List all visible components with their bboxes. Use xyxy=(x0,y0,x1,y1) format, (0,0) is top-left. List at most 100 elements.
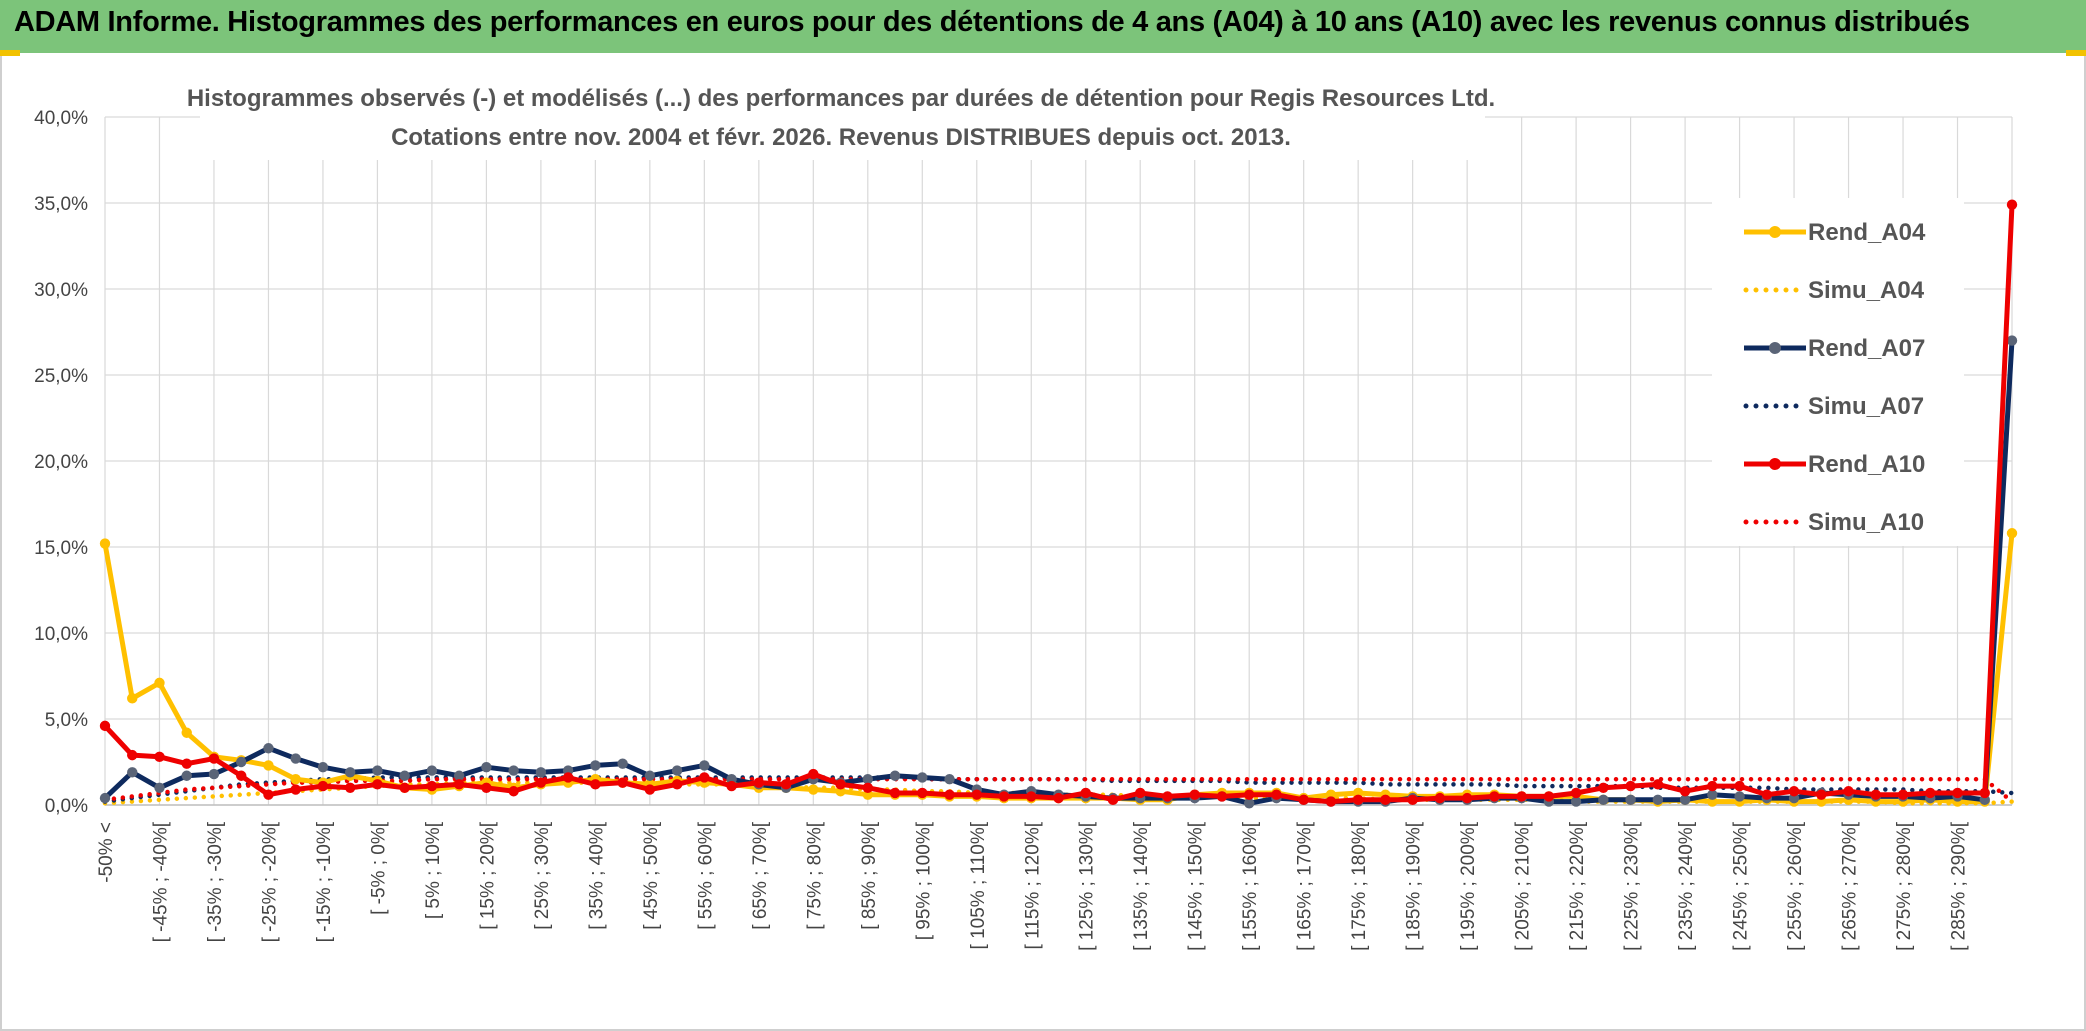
x-tick-label: [ 65% ; 70%[ xyxy=(750,821,771,929)
x-tick-label: [ 165% ; 170%[ xyxy=(1295,821,1316,951)
data-point-Rend_A07 xyxy=(399,770,410,781)
data-point-Rend_A04 xyxy=(127,693,138,704)
y-tick-label: 30,0% xyxy=(34,280,88,301)
data-point-Rend_A10 xyxy=(1761,789,1773,800)
data-point-Rend_A10 xyxy=(236,770,247,781)
legend-label: Rend_A07 xyxy=(1808,335,1925,362)
y-tick-label: 0,0% xyxy=(45,796,88,817)
data-point-Rend_A10 xyxy=(426,780,438,792)
data-point-Rend_A07 xyxy=(590,760,601,771)
data-point-Rend_A10 xyxy=(1543,791,1555,802)
data-point-Rend_A07 xyxy=(236,756,247,768)
data-point-Rend_A07 xyxy=(481,761,492,773)
data-point-Rend_A10 xyxy=(1952,787,1963,799)
data-point-Rend_A10 xyxy=(780,779,792,790)
x-tick-label: [ 285% ; 290%[ xyxy=(1949,821,1970,951)
data-point-Rend_A07 xyxy=(127,767,138,778)
data-point-Rend_A10 xyxy=(1489,791,1500,802)
data-point-Rend_A10 xyxy=(317,780,329,792)
data-point-Rend_A10 xyxy=(154,751,165,763)
data-point-Rend_A10 xyxy=(971,789,982,800)
x-tick-label: [ 235% ; 240%[ xyxy=(1676,821,1697,951)
data-point-Rend_A10 xyxy=(1189,789,1200,800)
data-point-Rend_A10 xyxy=(1925,787,1936,799)
x-tick-label: [ 145% ; 150%[ xyxy=(1186,821,1207,951)
x-tick-label: [ 125% ; 130%[ xyxy=(1077,821,1098,951)
data-point-Rend_A07 xyxy=(644,770,656,781)
data-point-Rend_A10 xyxy=(1216,791,1228,802)
x-tick-label: [ 185% ; 190%[ xyxy=(1404,821,1425,951)
data-point-Rend_A10 xyxy=(344,782,356,793)
data-point-Rend_A07 xyxy=(944,774,955,785)
x-tick-label: [ 275% ; 280%[ xyxy=(1894,821,1915,951)
data-point-Rend_A07 xyxy=(290,753,301,764)
y-tick-label: 20,0% xyxy=(34,452,88,473)
data-point-Rend_A07 xyxy=(1707,789,1718,800)
data-point-Rend_A10 xyxy=(1271,789,1282,800)
series-Rend_A04 xyxy=(99,528,2018,807)
data-point-Rend_A10 xyxy=(399,782,410,793)
data-point-Rend_A10 xyxy=(1979,787,1990,799)
data-point-Rend_A07 xyxy=(1734,791,1745,802)
legend-marker xyxy=(1769,342,1781,354)
data-point-Rend_A10 xyxy=(1734,780,1745,792)
x-tick-label: [ 205% ; 210%[ xyxy=(1513,821,1534,951)
series-layer xyxy=(99,199,2018,809)
x-tick-label: [ 175% ; 180%[ xyxy=(1349,821,1370,951)
legend-marker xyxy=(1769,458,1781,470)
legend-entry-Rend_A07: Rend_A07 xyxy=(1744,335,1925,362)
data-point-Rend_A10 xyxy=(1843,786,1854,797)
data-point-Rend_A07 xyxy=(154,782,165,793)
data-point-Rend_A04 xyxy=(2006,528,2018,539)
x-tick-label: [ 45% ; 50%[ xyxy=(641,821,662,929)
data-point-Rend_A10 xyxy=(481,782,492,793)
banner-corner-left xyxy=(0,50,20,56)
data-point-Rend_A07 xyxy=(671,765,683,776)
x-axis-ticks: -50% < [ -45% ; -40%[[ -35% ; -30%[[ -25%… xyxy=(96,821,1970,951)
data-point-Rend_A07 xyxy=(453,770,465,781)
data-point-Rend_A07 xyxy=(2006,335,2018,346)
series-Rend_A10 xyxy=(99,199,2018,807)
data-point-Rend_A10 xyxy=(1652,779,1664,790)
data-point-Rend_A10 xyxy=(535,777,547,788)
data-point-Rend_A07 xyxy=(889,770,901,781)
data-point-Rend_A07 xyxy=(1570,796,1582,807)
data-point-Rend_A07 xyxy=(1679,794,1691,806)
legend-marker xyxy=(1769,226,1781,238)
series-line-Simu_A10 xyxy=(102,776,2015,804)
series-line-Rend_A04 xyxy=(102,530,2015,805)
x-tick-label: [ -45% ; -40%[ xyxy=(150,821,171,942)
legend-label: Rend_A04 xyxy=(1808,219,1926,246)
data-point-Rend_A10 xyxy=(1434,792,1446,804)
x-tick-label: [ 95% ; 100%[ xyxy=(913,821,934,940)
x-tick-label: [ 5% ; 10%[ xyxy=(423,821,444,919)
series-Simu_A10 xyxy=(102,776,2015,804)
data-point-Rend_A10 xyxy=(1407,794,1418,806)
x-tick-label: [ 225% ; 230%[ xyxy=(1622,821,1643,951)
x-tick-label: [ 255% ; 260%[ xyxy=(1785,821,1806,951)
x-tick-label: [ 105% ; 110%[ xyxy=(968,821,989,949)
data-point-Rend_A07 xyxy=(208,768,220,780)
x-tick-label: [ 195% ; 200%[ xyxy=(1458,821,1479,951)
data-point-Rend_A10 xyxy=(726,780,737,792)
y-tick-label: 10,0% xyxy=(34,624,88,645)
data-point-Rend_A04 xyxy=(154,677,165,689)
data-point-Rend_A10 xyxy=(1570,787,1582,799)
report-banner: ADAM Informe. Histogrammes des performan… xyxy=(0,0,2086,53)
legend-entry-Rend_A04: Rend_A04 xyxy=(1744,219,1926,246)
data-point-Rend_A07 xyxy=(535,767,547,778)
x-tick-label: [ -5% ; 0%[ xyxy=(368,821,389,915)
y-tick-label: 25,0% xyxy=(34,366,88,387)
data-point-Rend_A10 xyxy=(617,777,628,788)
data-point-Rend_A07 xyxy=(426,765,438,776)
data-point-Rend_A07 xyxy=(181,770,192,781)
data-point-Rend_A10 xyxy=(2006,199,2018,210)
legend-box xyxy=(1712,198,1964,546)
data-point-Rend_A10 xyxy=(998,791,1010,802)
x-tick-label: [ -15% ; -10%[ xyxy=(314,821,335,942)
data-point-Rend_A10 xyxy=(1135,787,1146,799)
x-tick-label: -50% < xyxy=(96,822,117,883)
y-tick-label: 5,0% xyxy=(45,710,88,731)
x-tick-label: [ 265% ; 270%[ xyxy=(1840,821,1861,951)
